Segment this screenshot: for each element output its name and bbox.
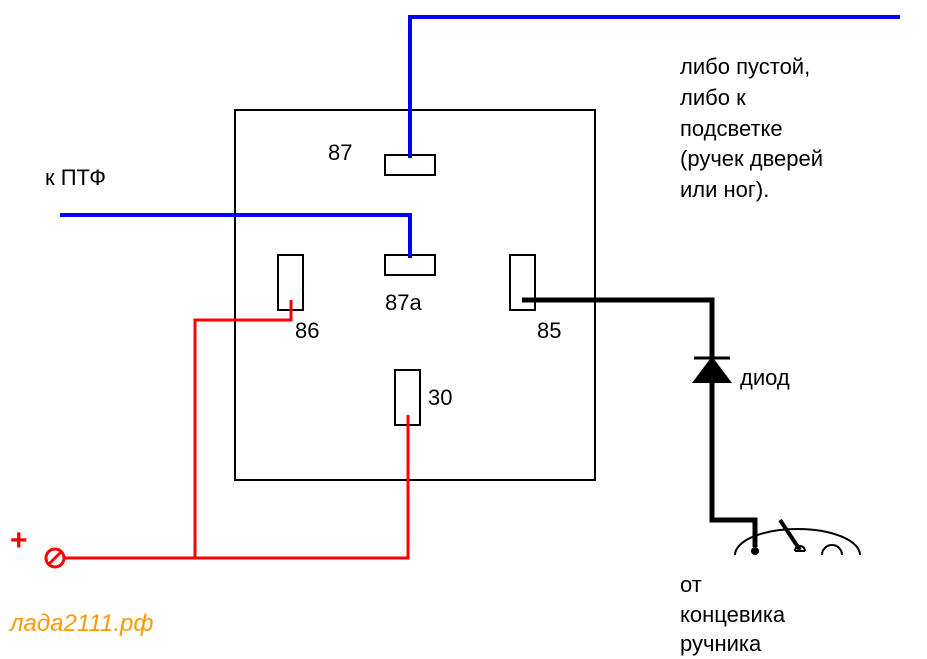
- diode-icon: [694, 358, 730, 382]
- label-diode: диод: [740, 365, 790, 391]
- label-handbrake: от концевика ручника: [680, 570, 785, 659]
- wire-87-top: [410, 17, 900, 158]
- label-87a: 87a: [385, 290, 422, 316]
- label-plus: +: [10, 524, 28, 558]
- label-30: 30: [428, 385, 452, 411]
- plus-terminal-icon: [46, 549, 64, 567]
- label-ptf: к ПТФ: [45, 165, 106, 191]
- wire-30-plus: [65, 415, 408, 558]
- watermark: лада2111.рф: [10, 610, 153, 638]
- label-right-note: либо пустой, либо к подсветке (ручек две…: [680, 52, 823, 206]
- wire-86-plus: [65, 300, 291, 558]
- label-86: 86: [295, 318, 319, 344]
- label-87: 87: [328, 140, 352, 166]
- wire-diode-switch: [712, 382, 755, 547]
- label-85: 85: [537, 318, 561, 344]
